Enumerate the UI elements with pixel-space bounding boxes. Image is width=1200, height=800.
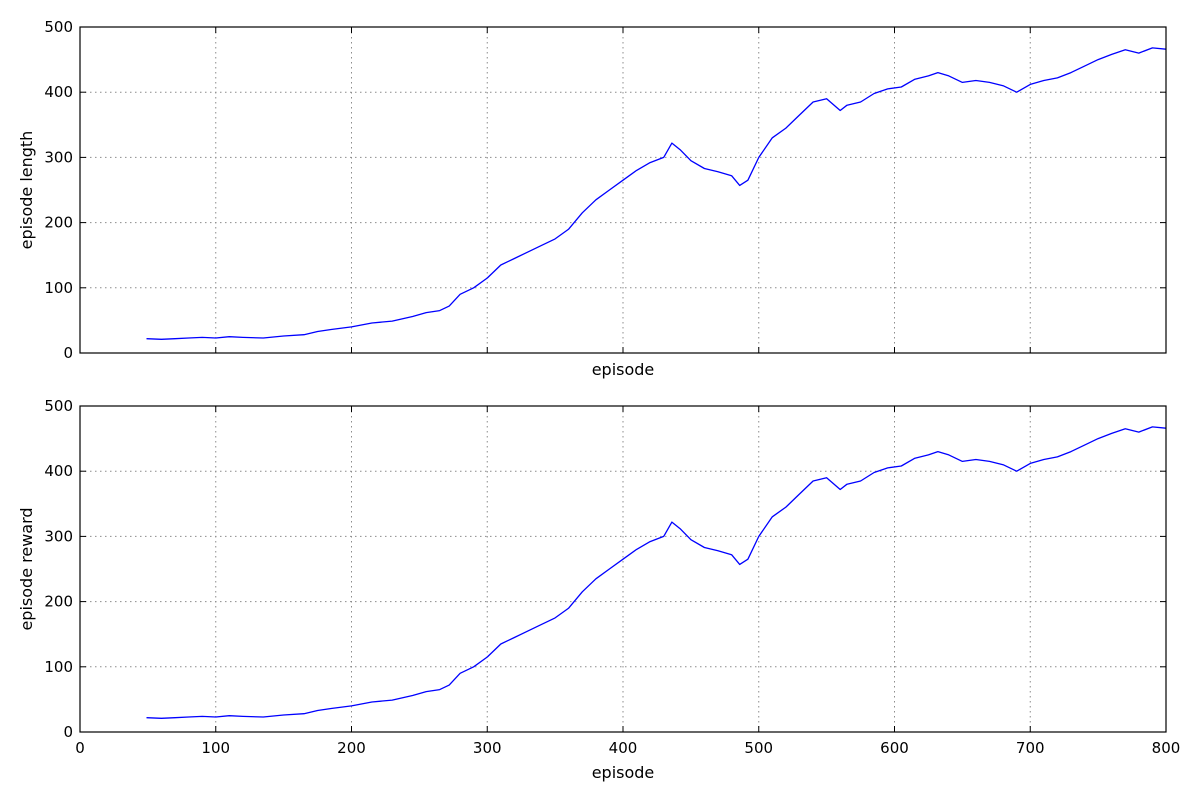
y-tick-label: 200 (44, 593, 73, 611)
episode-reward-panel: 0 100 200 300 400 500 600 700 800 0 100 200 300 400 50… (17, 397, 1180, 782)
x-tick-label: 100 (201, 739, 230, 757)
series-line (146, 47, 1167, 340)
plot-frame (79, 26, 1167, 354)
y-tick-label: 400 (44, 462, 73, 480)
y-axis-label: episode length (17, 131, 36, 250)
y-tick-label: 100 (44, 658, 73, 676)
y-axis-label: episode reward (17, 507, 36, 630)
grid-layer (80, 27, 1166, 353)
x-tick-label: 500 (744, 739, 773, 757)
y-tick-label: 0 (63, 344, 73, 362)
series-line (146, 426, 1167, 719)
x-tick-label: 800 (1152, 739, 1181, 757)
plot-frame (79, 405, 1167, 733)
tick-layer: 0 100 200 300 400 500 600 700 800 0 100 200 300 400 50… (44, 397, 1180, 757)
x-tick-label: 200 (337, 739, 366, 757)
grid-layer (80, 406, 1166, 732)
x-tick-label: 600 (880, 739, 909, 757)
y-tick-label: 0 (63, 723, 73, 741)
episode-length-panel: 0 100 200 300 400 500 episode episode length (17, 18, 1167, 379)
y-tick-label: 300 (44, 148, 73, 166)
x-axis-label: episode (592, 763, 655, 782)
x-tick-label: 700 (1016, 739, 1045, 757)
y-tick-label: 100 (44, 279, 73, 297)
y-tick-label: 300 (44, 527, 73, 545)
y-tick-label: 400 (44, 83, 73, 101)
x-axis-label: episode (592, 360, 655, 379)
tick-layer: 0 100 200 300 400 500 (44, 18, 1167, 362)
x-tick-label: 400 (609, 739, 638, 757)
x-tick-label: 300 (473, 739, 502, 757)
x-tick-label: 0 (75, 739, 85, 757)
series-layer (146, 47, 1167, 340)
series-layer (146, 426, 1167, 719)
y-tick-label: 500 (44, 397, 73, 415)
y-tick-label: 200 (44, 214, 73, 232)
y-tick-label: 500 (44, 18, 73, 36)
